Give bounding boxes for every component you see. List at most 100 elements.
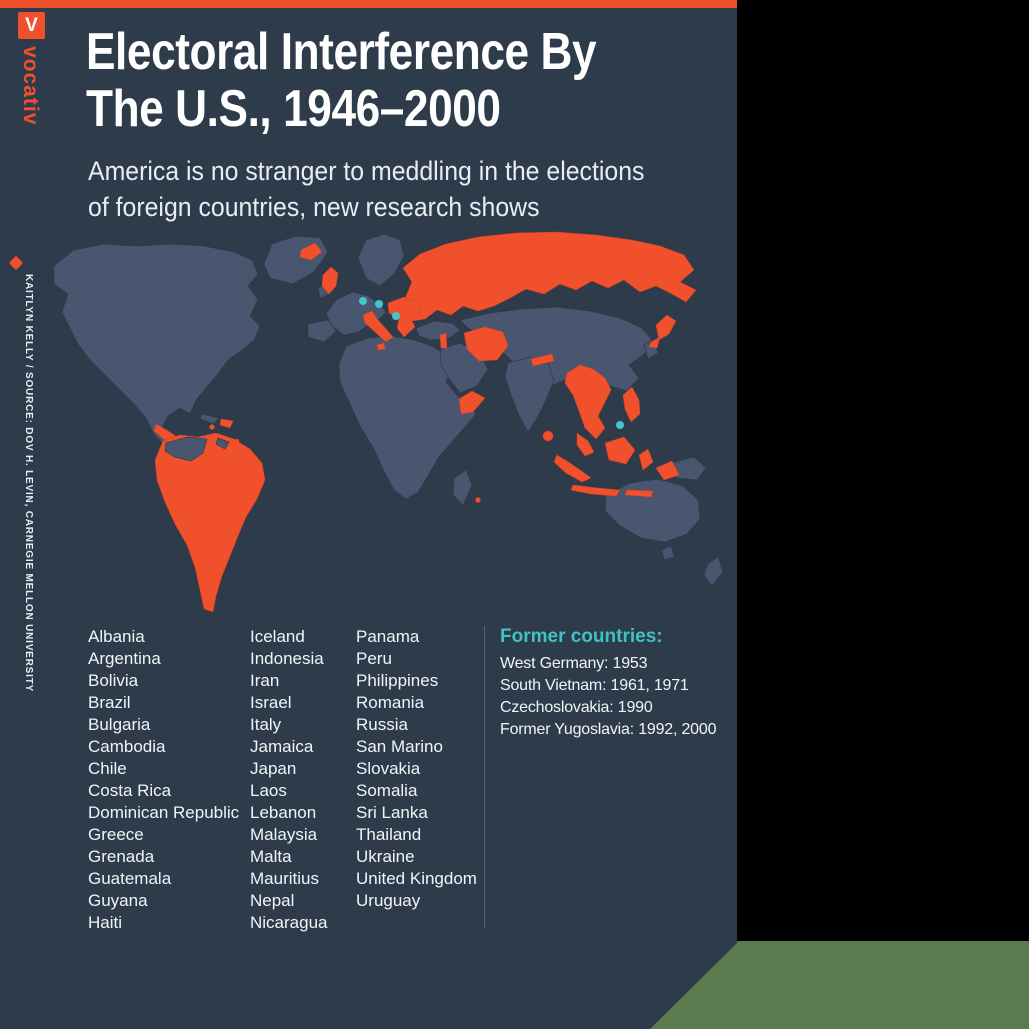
country-item: Thailand (356, 825, 422, 844)
country-item: Dominican Republic (88, 803, 240, 822)
page-title: Electoral Interference By The U.S., 1946… (86, 23, 597, 138)
highlight-sumatra (553, 454, 592, 483)
landmass-iberia (307, 319, 337, 343)
highlight-japan-south (648, 336, 661, 349)
former-country-item: South Vietnam: 1961, 1971 (500, 677, 689, 694)
landmass-turkey (415, 320, 461, 341)
former-countries-list: West Germany: 1953 South Vietnam: 1961, 1… (500, 653, 737, 741)
country-item: Iceland (250, 627, 305, 646)
landmass-colombia-venezuela (164, 436, 208, 462)
vocativ-wordmark: vocativ (19, 46, 42, 126)
map-land-group (53, 233, 724, 587)
highlight-japan (655, 314, 677, 341)
country-item: Slovakia (356, 759, 421, 778)
country-item: Iran (250, 671, 280, 690)
landmass-guianas (215, 437, 230, 450)
country-item: Haiti (88, 913, 123, 932)
map-highlight-group (153, 231, 697, 613)
country-item: Sri Lanka (356, 803, 428, 822)
country-item: Greece (88, 825, 144, 844)
landmass-cuba (199, 413, 220, 425)
country-item: Mauritius (250, 869, 319, 888)
country-item: Jamaica (250, 737, 314, 756)
country-item: Bulgaria (88, 715, 151, 734)
country-item: Romania (356, 693, 425, 712)
country-item: Panama (356, 627, 420, 646)
country-item: Israel (250, 693, 292, 712)
country-lists: Albania Argentina Bolivia Brazil Bulgaria Cam… (88, 626, 737, 934)
vocativ-logo-letter: V (25, 14, 38, 36)
map-land-overlay-group (164, 436, 230, 462)
highlight-borneo (604, 436, 636, 465)
highlight-south-america (154, 432, 266, 613)
landmass-tasmania (661, 545, 675, 561)
country-item: Lebanon (250, 803, 317, 822)
country-item: Japan (250, 759, 297, 778)
former-country-dot (359, 297, 367, 305)
country-item: Russia (356, 715, 408, 734)
top-accent-bar (0, 0, 737, 8)
country-item: Guyana (88, 891, 148, 910)
highlight-west-new-guinea (655, 460, 680, 481)
former-country-dot (616, 421, 624, 429)
landmass-asia (459, 306, 653, 394)
country-item: Bolivia (88, 671, 139, 690)
highlight-mauritius (475, 497, 481, 503)
landmass-north-america (53, 243, 261, 451)
landmass-new-zealand (703, 556, 724, 587)
country-item: Nicaragua (250, 913, 328, 932)
country-item: Costa Rica (88, 781, 172, 800)
former-country-item: Former Yugoslavia: 1992, 2000 (500, 721, 717, 738)
former-countries-section: Former countries: West Germany: 1953 Sout… (485, 626, 737, 741)
country-item: Philippines (356, 671, 439, 690)
country-item: Guatemala (88, 869, 172, 888)
country-item: Malaysia (250, 825, 318, 844)
landmass-australia (604, 478, 701, 543)
vocativ-logo: V (18, 12, 45, 39)
infographic-panel: V vocativ KAITLYN KELLY / SOURCE: DOV H.… (0, 0, 737, 1029)
highlight-jamaica (209, 424, 215, 430)
country-item: United Kingdom (356, 869, 477, 888)
highlight-sulawesi (638, 448, 654, 471)
country-item: Albania (88, 627, 145, 646)
country-item: Brazil (88, 693, 131, 712)
country-item: Peru (356, 649, 392, 668)
former-country-dot (392, 312, 400, 320)
highlight-iceland (299, 242, 323, 261)
world-map (53, 231, 724, 613)
country-item: Argentina (88, 649, 161, 668)
country-column-1: Albania Argentina Bolivia Brazil Bulgaria Cam… (88, 626, 250, 934)
highlight-iran (463, 326, 509, 362)
map-former-dots-group (359, 297, 624, 429)
country-item: Cambodia (88, 737, 166, 756)
highlight-java (570, 484, 621, 497)
country-item: Laos (250, 781, 287, 800)
highlight-malay-peninsula (576, 432, 595, 457)
country-item: Ukraine (356, 847, 415, 866)
highlight-philippines (622, 386, 641, 423)
country-item: Italy (250, 715, 282, 734)
subtitle-line-2: of foreign countries, new research shows (88, 191, 540, 222)
landmass-india (504, 356, 555, 433)
country-item: Somalia (356, 781, 418, 800)
country-item: Indonesia (250, 649, 324, 668)
highlight-israel-lebanon (439, 332, 448, 349)
country-item: Uruguay (356, 891, 421, 910)
highlight-united-kingdom (321, 266, 339, 295)
subtitle: America is no stranger to meddling in th… (88, 154, 644, 225)
highlight-italy (362, 310, 394, 343)
title-line-1: Electoral Interference By (86, 23, 597, 81)
subtitle-line-1: America is no stranger to meddling in th… (88, 156, 645, 186)
landmass-greenland (263, 235, 329, 285)
former-countries-heading: Former countries: (500, 626, 663, 647)
highlight-sicily (376, 342, 386, 351)
highlight-russia-ukraine (401, 231, 697, 322)
highlight-somalia (458, 390, 486, 415)
country-column-2: Iceland Indonesia Iran Israel Italy Jamaica Ja… (250, 626, 356, 934)
former-country-dot (375, 300, 383, 308)
country-item: Nepal (250, 891, 295, 910)
landmass-madagascar (452, 469, 473, 506)
highlight-nepal (530, 353, 555, 367)
title-line-2: The U.S., 1946–2000 (86, 79, 501, 138)
